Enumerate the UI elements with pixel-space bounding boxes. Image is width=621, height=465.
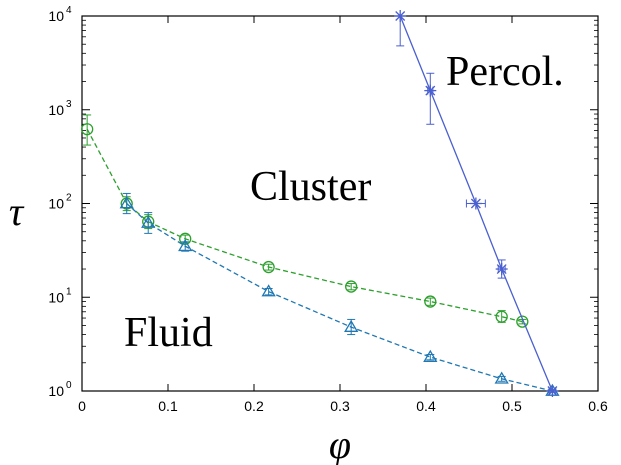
data-point-circle [516, 315, 529, 328]
y-tick-label: 10 [48, 102, 64, 118]
series-asterisk [394, 10, 559, 397]
data-point-circle [345, 280, 358, 293]
region-label-fluid: Fluid [124, 310, 213, 356]
labels-layer: Percol. Cluster Fluid φ τ [9, 49, 564, 465]
x-tick-label: 0.5 [502, 398, 522, 414]
x-tick-label: 0.2 [244, 398, 264, 414]
data-point-asterisk [394, 10, 407, 22]
region-label-percol: Percol. [446, 49, 564, 95]
x-axis-label: φ [329, 422, 351, 465]
data-point-asterisk [546, 385, 559, 397]
data-point-circle [424, 295, 437, 308]
x-tick-label: 0.3 [330, 398, 350, 414]
data-point-triangle [261, 284, 276, 297]
asterisk-stroke [425, 85, 436, 96]
data-point-triangle [494, 371, 509, 384]
y-tick-label: 10 [48, 8, 64, 24]
y-tick-exponent: 2 [66, 193, 72, 204]
y-tick-label: 10 [48, 383, 64, 399]
asterisk-stroke [470, 198, 481, 209]
y-axis-label: τ [9, 189, 25, 234]
data-point-circle [495, 310, 508, 323]
data-point-circle [262, 260, 275, 274]
x-tick-label: 0.1 [158, 398, 178, 414]
asterisk-stroke [496, 264, 507, 274]
asterisk-stroke [395, 11, 406, 21]
y-tick-label: 10 [48, 289, 64, 305]
series-line-triangle [126, 203, 553, 392]
data-point-asterisk [495, 263, 508, 276]
y-tick-exponent: 3 [66, 99, 72, 110]
series-triangle [119, 192, 560, 396]
y-tick-exponent: 0 [66, 380, 72, 391]
y-tick-label: 10 [48, 196, 64, 212]
data-point-triangle [344, 319, 359, 332]
x-tick-label: 0.4 [416, 398, 436, 414]
asterisk-stroke [547, 386, 558, 396]
region-label-cluster: Cluster [250, 164, 371, 210]
y-tick-exponent: 1 [66, 286, 72, 297]
data-point-triangle [423, 349, 438, 362]
series-layer [81, 10, 560, 397]
data-point-triangle [178, 238, 193, 252]
x-tick-label: 0 [78, 398, 86, 414]
y-tick-exponent: 4 [66, 5, 72, 16]
data-point-asterisk [469, 197, 482, 210]
data-point-asterisk [424, 84, 437, 97]
x-tick-label: 0.6 [588, 398, 608, 414]
data-point-triangle [141, 215, 156, 228]
data-point-triangle [119, 196, 134, 209]
data-point-circle [81, 123, 94, 136]
